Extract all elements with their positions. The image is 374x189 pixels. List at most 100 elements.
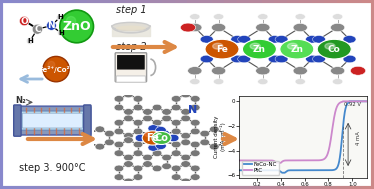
- PtC: [310, 159, 314, 162]
- Text: Fe: Fe: [216, 45, 228, 54]
- Circle shape: [114, 128, 124, 135]
- Circle shape: [250, 43, 260, 49]
- Circle shape: [82, 139, 92, 146]
- FancyBboxPatch shape: [117, 55, 145, 70]
- Circle shape: [124, 109, 133, 115]
- Circle shape: [209, 143, 219, 150]
- FeCo-NC: [332, 169, 336, 171]
- Circle shape: [133, 119, 143, 126]
- Circle shape: [190, 141, 200, 148]
- Circle shape: [268, 55, 281, 63]
- Circle shape: [124, 132, 133, 139]
- Circle shape: [152, 119, 162, 126]
- FancyBboxPatch shape: [84, 105, 91, 136]
- Circle shape: [180, 23, 196, 32]
- Circle shape: [188, 67, 202, 75]
- Circle shape: [114, 141, 124, 148]
- Circle shape: [114, 174, 124, 180]
- Circle shape: [133, 104, 143, 111]
- FancyBboxPatch shape: [14, 105, 21, 136]
- Circle shape: [133, 174, 143, 180]
- Circle shape: [143, 154, 152, 161]
- PtC: [255, 159, 259, 162]
- PtC: [292, 159, 296, 162]
- Circle shape: [295, 79, 305, 84]
- Circle shape: [82, 130, 92, 137]
- Circle shape: [231, 36, 244, 43]
- Text: N₂: N₂: [16, 96, 27, 105]
- FancyBboxPatch shape: [22, 113, 82, 128]
- Circle shape: [124, 178, 133, 185]
- Circle shape: [135, 134, 146, 142]
- Text: Co: Co: [154, 133, 168, 143]
- PtC: [332, 118, 336, 120]
- Circle shape: [114, 119, 124, 126]
- Circle shape: [114, 165, 124, 172]
- Circle shape: [190, 174, 200, 180]
- Circle shape: [293, 67, 307, 75]
- PtC: [266, 159, 270, 162]
- Circle shape: [242, 39, 276, 59]
- Circle shape: [43, 56, 69, 82]
- Circle shape: [124, 154, 133, 161]
- Circle shape: [181, 154, 190, 161]
- Circle shape: [181, 115, 190, 122]
- FancyBboxPatch shape: [115, 53, 147, 82]
- Text: Zn: Zn: [290, 45, 303, 54]
- Circle shape: [148, 144, 159, 151]
- Line: PtC: PtC: [233, 101, 367, 163]
- FeCo-NC: [320, 169, 325, 171]
- Circle shape: [171, 96, 181, 102]
- Circle shape: [343, 55, 356, 63]
- Circle shape: [190, 165, 200, 172]
- Text: 4 mA: 4 mA: [356, 132, 361, 145]
- Circle shape: [181, 161, 190, 167]
- Circle shape: [190, 104, 200, 111]
- Circle shape: [190, 128, 200, 135]
- Circle shape: [145, 132, 150, 136]
- Circle shape: [156, 126, 166, 134]
- PtC: [274, 162, 279, 164]
- Circle shape: [190, 79, 200, 84]
- Circle shape: [258, 79, 268, 84]
- Text: H: H: [58, 30, 64, 36]
- Text: N: N: [47, 21, 55, 30]
- Circle shape: [58, 30, 64, 36]
- Circle shape: [152, 165, 162, 172]
- Circle shape: [200, 130, 209, 137]
- Circle shape: [171, 150, 181, 156]
- Circle shape: [237, 36, 251, 43]
- Circle shape: [105, 139, 114, 146]
- Text: step 3. 900°C: step 3. 900°C: [19, 163, 86, 173]
- Text: Fe²⁺/Co²⁺: Fe²⁺/Co²⁺: [39, 66, 74, 73]
- Circle shape: [143, 161, 152, 167]
- Circle shape: [133, 150, 143, 156]
- Circle shape: [168, 134, 179, 142]
- Circle shape: [114, 104, 124, 111]
- Circle shape: [214, 79, 224, 84]
- Circle shape: [190, 150, 200, 156]
- Circle shape: [155, 134, 160, 137]
- Circle shape: [188, 23, 202, 32]
- Circle shape: [200, 139, 209, 146]
- Circle shape: [124, 91, 133, 98]
- Circle shape: [331, 23, 345, 32]
- Ellipse shape: [112, 22, 150, 31]
- FeCo-NC: [292, 169, 296, 171]
- Circle shape: [114, 150, 124, 156]
- Circle shape: [214, 14, 224, 20]
- Text: H: H: [57, 14, 63, 20]
- Circle shape: [350, 66, 366, 75]
- Circle shape: [95, 143, 105, 150]
- Text: Zn: Zn: [253, 45, 266, 54]
- Circle shape: [148, 125, 158, 132]
- Ellipse shape: [116, 26, 146, 31]
- FeCo-NC: [364, 100, 368, 102]
- PtC: [320, 159, 325, 161]
- X-axis label: Potential (V vs. RHE): Potential (V vs. RHE): [271, 188, 335, 189]
- PtC: [231, 159, 236, 162]
- Circle shape: [133, 165, 143, 172]
- Circle shape: [306, 36, 319, 43]
- FeCo-NC: [231, 169, 236, 171]
- FeCo-NC: [266, 169, 270, 171]
